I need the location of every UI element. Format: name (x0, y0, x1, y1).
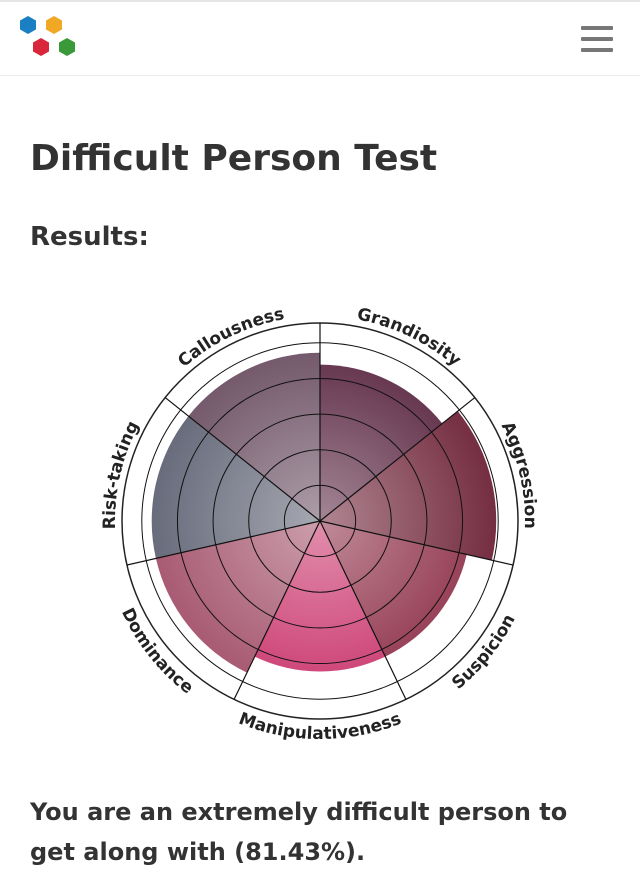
chart: GrandiosityAggressionSuspicionManipulati… (100, 304, 540, 744)
sector-line (164, 397, 321, 522)
category-label: Manipulativeness (236, 709, 404, 744)
category-label-text: Grandiosity (355, 304, 464, 370)
page-title: Difficult Person Test (30, 138, 438, 179)
sector-line (126, 520, 321, 566)
category-label: Grandiosity (355, 304, 464, 370)
result-text: You are an extremely difficult person to… (30, 798, 568, 866)
category-label-text: Manipulativeness (236, 709, 404, 744)
sector-line (319, 520, 514, 566)
top-bar (0, 0, 640, 76)
header-icons (20, 16, 613, 56)
category-label-text: Suspicion (448, 611, 519, 693)
sector-line (319, 397, 476, 522)
category-label: Suspicion (448, 611, 519, 693)
logo[interactable] (20, 16, 75, 56)
results-heading: Results: (30, 222, 149, 252)
sector-line (233, 520, 321, 700)
menu-button[interactable] (581, 26, 613, 52)
sector-line (319, 520, 407, 700)
